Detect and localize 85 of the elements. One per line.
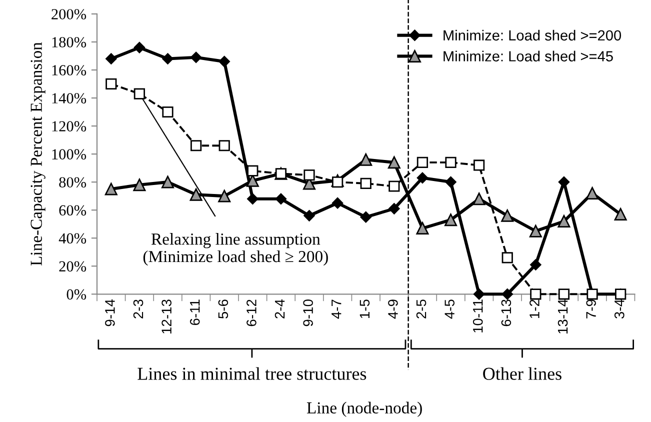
point xyxy=(332,176,344,188)
x-tick-label: 2-4 xyxy=(274,299,285,318)
point xyxy=(360,211,372,223)
point xyxy=(445,156,456,168)
x-tick-label: 5-6 xyxy=(218,300,228,319)
point xyxy=(190,140,202,152)
point xyxy=(530,259,542,270)
x-tick-label: 4-9 xyxy=(388,300,398,319)
point xyxy=(332,197,344,209)
x-tick-label: 6-13 xyxy=(501,300,512,326)
point xyxy=(473,288,485,300)
x-axis-title: Line (node-node) xyxy=(306,402,422,417)
x-tick-label: 7-9 xyxy=(586,300,596,318)
point xyxy=(162,176,174,188)
point xyxy=(162,53,174,64)
y-tick-label: 20% xyxy=(59,261,86,272)
point xyxy=(530,288,542,300)
point xyxy=(445,176,456,188)
point xyxy=(586,187,599,200)
point xyxy=(502,252,513,264)
x-tick-label: 4-5 xyxy=(444,300,454,319)
x-tick-label: 6-11 xyxy=(190,300,200,326)
point xyxy=(360,178,372,190)
point xyxy=(162,106,174,118)
x-tick-label: 2-3 xyxy=(133,300,144,318)
point xyxy=(133,178,146,192)
y-tick-label: 140% xyxy=(52,93,86,104)
point xyxy=(106,53,117,64)
point xyxy=(218,56,230,68)
point xyxy=(558,176,570,188)
y-tick-label: 80% xyxy=(59,177,86,188)
point xyxy=(104,182,118,196)
x-tick-label: 6-12 xyxy=(246,300,256,326)
x-tick-label: 12-13 xyxy=(162,300,172,334)
annotation: Relaxing line assumption (Minimize load shed ≥ 200) xyxy=(143,233,328,266)
point xyxy=(134,88,146,100)
x-tick-label: 9-14 xyxy=(105,299,115,326)
point xyxy=(218,140,230,152)
text: Lines in minimal tree structures xyxy=(138,367,366,380)
point xyxy=(388,180,400,192)
point xyxy=(388,203,400,214)
y-tick-label: 40% xyxy=(58,233,86,244)
point xyxy=(388,156,400,169)
x-tick-label: 2-5 xyxy=(416,300,426,318)
point xyxy=(474,160,485,171)
point xyxy=(106,78,117,90)
point xyxy=(501,209,514,222)
legend-label: Minimize: Load shed >=45 xyxy=(444,50,613,62)
point xyxy=(416,222,429,235)
point xyxy=(614,208,627,221)
legend-label: Minimize: Load shed >=200 xyxy=(444,30,622,41)
y-axis-title: Line-Capacity Percent Expansion xyxy=(30,42,46,266)
point xyxy=(247,193,258,204)
text: Other lines xyxy=(483,367,562,380)
point xyxy=(529,224,542,238)
point xyxy=(360,153,372,166)
point xyxy=(416,156,428,168)
point xyxy=(275,193,287,204)
y-tick-label: 120% xyxy=(52,121,86,132)
point xyxy=(502,288,513,300)
point xyxy=(416,172,428,184)
point xyxy=(247,165,258,176)
point xyxy=(190,52,202,63)
point xyxy=(190,188,202,201)
x-tick-label: 13-14 xyxy=(558,299,568,334)
x-tick-label: 1-5 xyxy=(360,300,370,318)
point xyxy=(472,192,486,206)
y-tick-label: 100% xyxy=(52,149,86,160)
point xyxy=(304,210,315,222)
x-tick-label: 10-11 xyxy=(472,300,483,332)
y-tick-label: 60% xyxy=(59,205,86,216)
x-tick-label: 3-4 xyxy=(614,299,624,319)
x-tick-label: 1-2 xyxy=(530,300,540,318)
x-tick-label: 4-7 xyxy=(332,300,342,319)
point xyxy=(558,215,570,228)
point xyxy=(558,288,570,300)
y-tick-label: 0% xyxy=(66,289,86,300)
point xyxy=(218,190,231,202)
y-tick-label: 160% xyxy=(52,65,86,76)
y-tick-label: 200% xyxy=(52,9,86,20)
x-tick-label: 9-10 xyxy=(303,300,313,326)
point xyxy=(134,42,146,54)
point xyxy=(304,169,315,181)
point xyxy=(444,214,458,226)
y-tick-label: 180% xyxy=(52,37,86,48)
